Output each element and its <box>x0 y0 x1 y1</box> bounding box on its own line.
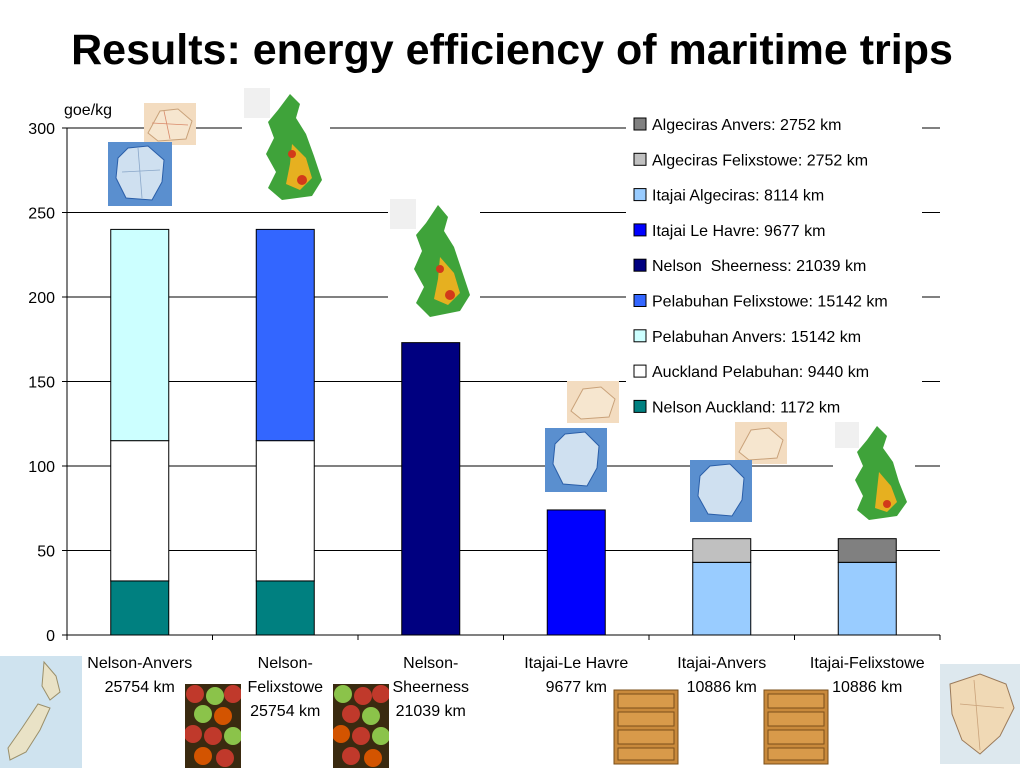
legend-swatch <box>633 329 647 343</box>
new-zealand-map-image <box>0 656 82 768</box>
bar-segment <box>255 440 315 582</box>
bar-segment <box>110 228 170 442</box>
y-tick-labels: 0 50 100 150 200 250 300 <box>28 121 67 645</box>
bar-segment <box>692 561 752 636</box>
belgium-map-image <box>144 103 196 145</box>
legend-swatch <box>633 294 647 307</box>
slide-title: Results: energy efficiency of maritime t… <box>71 26 953 74</box>
legend-entry: Nelson Sheerness: 21039 km <box>652 258 866 275</box>
legend-swatch <box>633 399 647 413</box>
wooden-drawers-image <box>612 688 680 768</box>
y-tick-label: 100 <box>28 459 55 476</box>
france-map-image <box>108 142 172 206</box>
apples-photo <box>333 684 389 768</box>
uk-map-image <box>388 195 480 327</box>
legend-entry: Nelson Auckland: 1172 km <box>652 399 840 416</box>
france-map-image <box>545 428 607 492</box>
france-map-image <box>690 460 752 522</box>
bar-segment <box>255 228 315 442</box>
x-category-label: Nelson-Anvers 25754 km <box>87 655 192 696</box>
bar-segment <box>837 561 897 636</box>
x-category-label: Itajai-Le Havre 9677 km <box>524 655 628 696</box>
legend-entry: Pelabuhan Anvers: 15142 km <box>652 329 861 346</box>
legend-swatch <box>633 117 647 131</box>
x-category-label: Itajai-Felixstowe 10886 km <box>810 655 925 696</box>
y-tick-label: 250 <box>28 206 55 223</box>
uk-map-image <box>833 418 915 530</box>
uk-map-image <box>242 84 330 210</box>
bar-segment <box>546 509 606 636</box>
legend-entry: Algeciras Anvers: 2752 km <box>652 117 841 134</box>
bar-segment <box>255 580 315 636</box>
x-category-label: Nelson-Sheerness 21039 km <box>393 655 470 720</box>
legend-swatch <box>633 152 647 166</box>
legend-entry: Auckland Pelabuhan: 9440 km <box>652 364 869 381</box>
legend-entry: Itajai Algeciras: 8114 km <box>652 188 824 205</box>
x-category-labels: Nelson-Anvers 25754 km Nelson-Felixstowe 25… <box>87 655 924 720</box>
legend-swatch <box>633 364 647 378</box>
bars <box>110 228 897 636</box>
legend-entry: Algeciras Felixstowe: 2752 km <box>652 152 868 169</box>
legend-swatch <box>633 258 647 272</box>
belgium-map-image <box>735 422 787 464</box>
legend-background <box>626 108 922 426</box>
bar-segment <box>110 580 170 636</box>
x-category-label: Itajai-Anvers 10886 km <box>677 655 766 696</box>
bar-segment <box>110 440 170 582</box>
brazil-map-image <box>940 664 1020 764</box>
legend-swatch <box>633 188 647 202</box>
legend-entry: Pelabuhan Felixstowe: 15142 km <box>652 294 888 311</box>
y-tick-label: 200 <box>28 290 55 307</box>
wooden-drawers-image <box>762 688 830 768</box>
y-tick-label: 150 <box>28 375 55 392</box>
apples-photo <box>185 684 241 768</box>
bar-segment <box>837 538 897 563</box>
bar-segment <box>692 538 752 563</box>
legend: Algeciras Anvers: 2752 km Algeciras Felix… <box>626 108 922 426</box>
y-tick-label: 300 <box>28 121 55 138</box>
legend-entry: Itajai Le Havre: 9677 km <box>652 223 825 240</box>
legend-swatch <box>633 223 647 237</box>
y-axis-label: goe/kg <box>64 102 112 119</box>
y-tick-label: 50 <box>37 544 55 561</box>
y-tick-label: 0 <box>46 628 55 645</box>
belgium-map-image <box>567 381 619 423</box>
bar-segment <box>401 342 461 636</box>
x-category-label: Nelson-Felixstowe 25754 km <box>247 655 323 720</box>
